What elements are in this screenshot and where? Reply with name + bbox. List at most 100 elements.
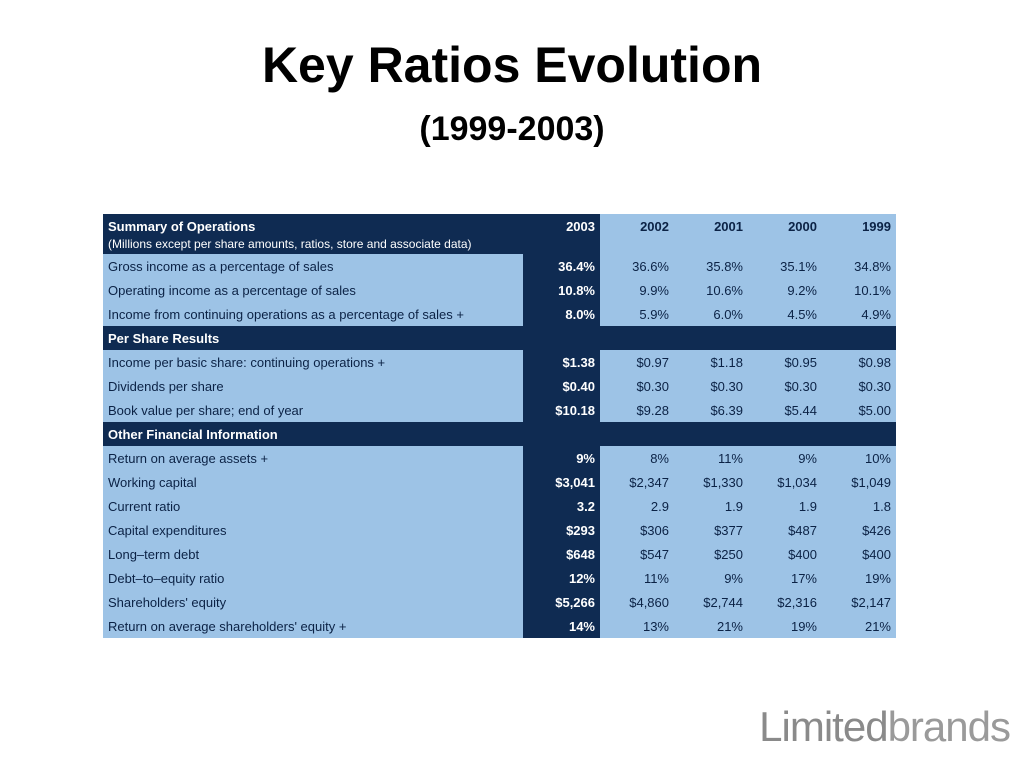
- value-cell-2000: 17%: [748, 566, 822, 590]
- value-cell-1999: $0.30: [822, 374, 896, 398]
- row-label: Return on average assets +: [103, 446, 523, 470]
- value-cell-2000: 4.5%: [748, 302, 822, 326]
- header-label-cell: Summary of Operations (Millions except p…: [103, 214, 523, 254]
- value-cell-2002: $4,860: [600, 590, 674, 614]
- table-row: Shareholders' equity $5,266 $4,860 $2,744 $2…: [103, 590, 896, 614]
- section-summary-rows: Gross income as a percentage of sales 36.…: [103, 254, 896, 326]
- section-per-share-rows: Income per basic share: continuing opera…: [103, 350, 896, 422]
- row-label: Working capital: [103, 470, 523, 494]
- value-cell-1999: 1.8: [822, 494, 896, 518]
- value-cell-2002: 11%: [600, 566, 674, 590]
- value-cell-2003: 14%: [523, 614, 600, 638]
- section-title-other-financial: Other Financial Information: [103, 422, 523, 446]
- value-cell-2001: 21%: [674, 614, 748, 638]
- value-cell-2001: 9%: [674, 566, 748, 590]
- value-cell-2002: $306: [600, 518, 674, 542]
- value-cell-2001: $250: [674, 542, 748, 566]
- value-cell-1999: $1,049: [822, 470, 896, 494]
- logo-part-brands: brands: [887, 703, 1011, 750]
- value-cell-1999: $400: [822, 542, 896, 566]
- value-cell-1999: 34.8%: [822, 254, 896, 278]
- value-cell-2000: 9%: [748, 446, 822, 470]
- value-cell-2003: $1.38: [523, 350, 600, 374]
- row-label: Capital expenditures: [103, 518, 523, 542]
- value-cell-2003: 12%: [523, 566, 600, 590]
- row-label: Gross income as a percentage of sales: [103, 254, 523, 278]
- value-cell-2003: $648: [523, 542, 600, 566]
- row-label: Shareholders' equity: [103, 590, 523, 614]
- value-cell-2001: $2,744: [674, 590, 748, 614]
- value-cell-2002: $2,347: [600, 470, 674, 494]
- value-cell-2001: 11%: [674, 446, 748, 470]
- value-cell-2000: 35.1%: [748, 254, 822, 278]
- section-other-financial-rows: Return on average assets +9% 8% 11% 9% 10% Wo…: [103, 446, 896, 638]
- slide-subtitle: (1999-2003): [419, 110, 605, 148]
- value-cell-2000: 1.9: [748, 494, 822, 518]
- key-ratios-table: Summary of Operations (Millions except p…: [103, 214, 896, 638]
- value-cell-1999: $2,147: [822, 590, 896, 614]
- value-cell-2002: 13%: [600, 614, 674, 638]
- value-cell-1999: $5.00: [822, 398, 896, 422]
- header-subtitle: (Millions except per share amounts, rati…: [108, 237, 472, 251]
- table-row: Book value per share; end of year $10.18 $…: [103, 398, 896, 422]
- year-header-2003: 2003: [523, 214, 600, 254]
- header-title: Summary of Operations: [108, 219, 256, 234]
- table-row: Debt–to–equity ratio 12% 11% 9% 17% 19%: [103, 566, 896, 590]
- value-cell-1999: 10%: [822, 446, 896, 470]
- value-cell-2002: 5.9%: [600, 302, 674, 326]
- table-header-row: Summary of Operations (Millions except p…: [103, 214, 896, 254]
- value-cell-2000: $2,316: [748, 590, 822, 614]
- section-header-row: Other Financial Information: [103, 422, 896, 446]
- table-row: Gross income as a percentage of sales 36.…: [103, 254, 896, 278]
- value-cell-2002: 8%: [600, 446, 674, 470]
- logo-part-limited: Limited: [759, 703, 888, 750]
- value-cell-1999: 19%: [822, 566, 896, 590]
- value-cell-2003: $0.40: [523, 374, 600, 398]
- table-row: Current ratio 3.2 2.9 1.9 1.9 1.8: [103, 494, 896, 518]
- section-cell: [748, 422, 822, 446]
- year-header-2002: 2002: [600, 214, 674, 254]
- section-cell: [674, 326, 748, 350]
- value-cell-2001: $377: [674, 518, 748, 542]
- value-cell-2001: 1.9: [674, 494, 748, 518]
- section-cell: [600, 326, 674, 350]
- value-cell-2003: 9%: [523, 446, 600, 470]
- value-cell-2000: $1,034: [748, 470, 822, 494]
- value-cell-1999: 10.1%: [822, 278, 896, 302]
- value-cell-2002: $547: [600, 542, 674, 566]
- value-cell-2001: $0.30: [674, 374, 748, 398]
- value-cell-2001: $1.18: [674, 350, 748, 374]
- row-label: Long–term debt: [103, 542, 523, 566]
- section-cell: [822, 326, 896, 350]
- table-row: Income per basic share: continuing opera…: [103, 350, 896, 374]
- row-label: Dividends per share: [103, 374, 523, 398]
- value-cell-2000: 9.2%: [748, 278, 822, 302]
- section-cell: [674, 422, 748, 446]
- table-row: Operating income as a percentage of sale…: [103, 278, 896, 302]
- row-label: Current ratio: [103, 494, 523, 518]
- value-cell-2003: 3.2: [523, 494, 600, 518]
- row-label: Debt–to–equity ratio: [103, 566, 523, 590]
- value-cell-2000: $5.44: [748, 398, 822, 422]
- value-cell-2000: $0.30: [748, 374, 822, 398]
- value-cell-2002: $0.97: [600, 350, 674, 374]
- table-row: Working capital $3,041 $2,347 $1,330 $1,034 $…: [103, 470, 896, 494]
- value-cell-2003: 36.4%: [523, 254, 600, 278]
- value-cell-2003: $293: [523, 518, 600, 542]
- section-cell: [748, 326, 822, 350]
- value-cell-2001: 6.0%: [674, 302, 748, 326]
- slide-title: Key Ratios Evolution: [261, 37, 763, 93]
- value-cell-2003: $3,041: [523, 470, 600, 494]
- year-header-1999: 1999: [822, 214, 896, 254]
- year-header-2000: 2000: [748, 214, 822, 254]
- row-label: Return on average shareholders' equity +: [103, 614, 523, 638]
- value-cell-2002: 2.9: [600, 494, 674, 518]
- value-cell-2003: $10.18: [523, 398, 600, 422]
- table-row: Return on average shareholders' equity +…: [103, 614, 896, 638]
- value-cell-1999: 21%: [822, 614, 896, 638]
- value-cell-2000: 19%: [748, 614, 822, 638]
- value-cell-2001: 35.8%: [674, 254, 748, 278]
- value-cell-1999: $426: [822, 518, 896, 542]
- value-cell-2003: $5,266: [523, 590, 600, 614]
- value-cell-2002: $0.30: [600, 374, 674, 398]
